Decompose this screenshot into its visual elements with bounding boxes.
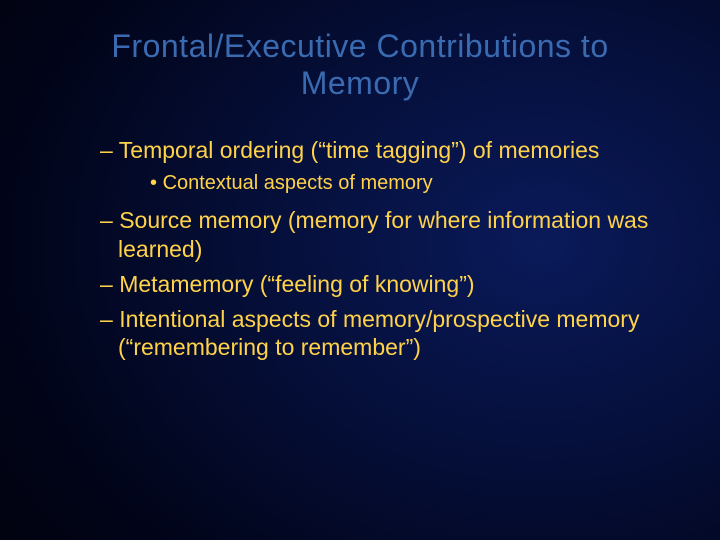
slide: Frontal/Executive Contributions to Memor… [0,0,720,540]
slide-title: Frontal/Executive Contributions to Memor… [60,28,660,102]
list-item: Metamemory (“feeling of knowing”) [100,270,660,299]
list-item: Intentional aspects of memory/prospectiv… [100,305,660,363]
list-item: Temporal ordering (“time tagging”) of me… [100,136,660,165]
list-item: Source memory (memory for where informat… [100,206,660,264]
list-item: Contextual aspects of memory [150,170,660,196]
